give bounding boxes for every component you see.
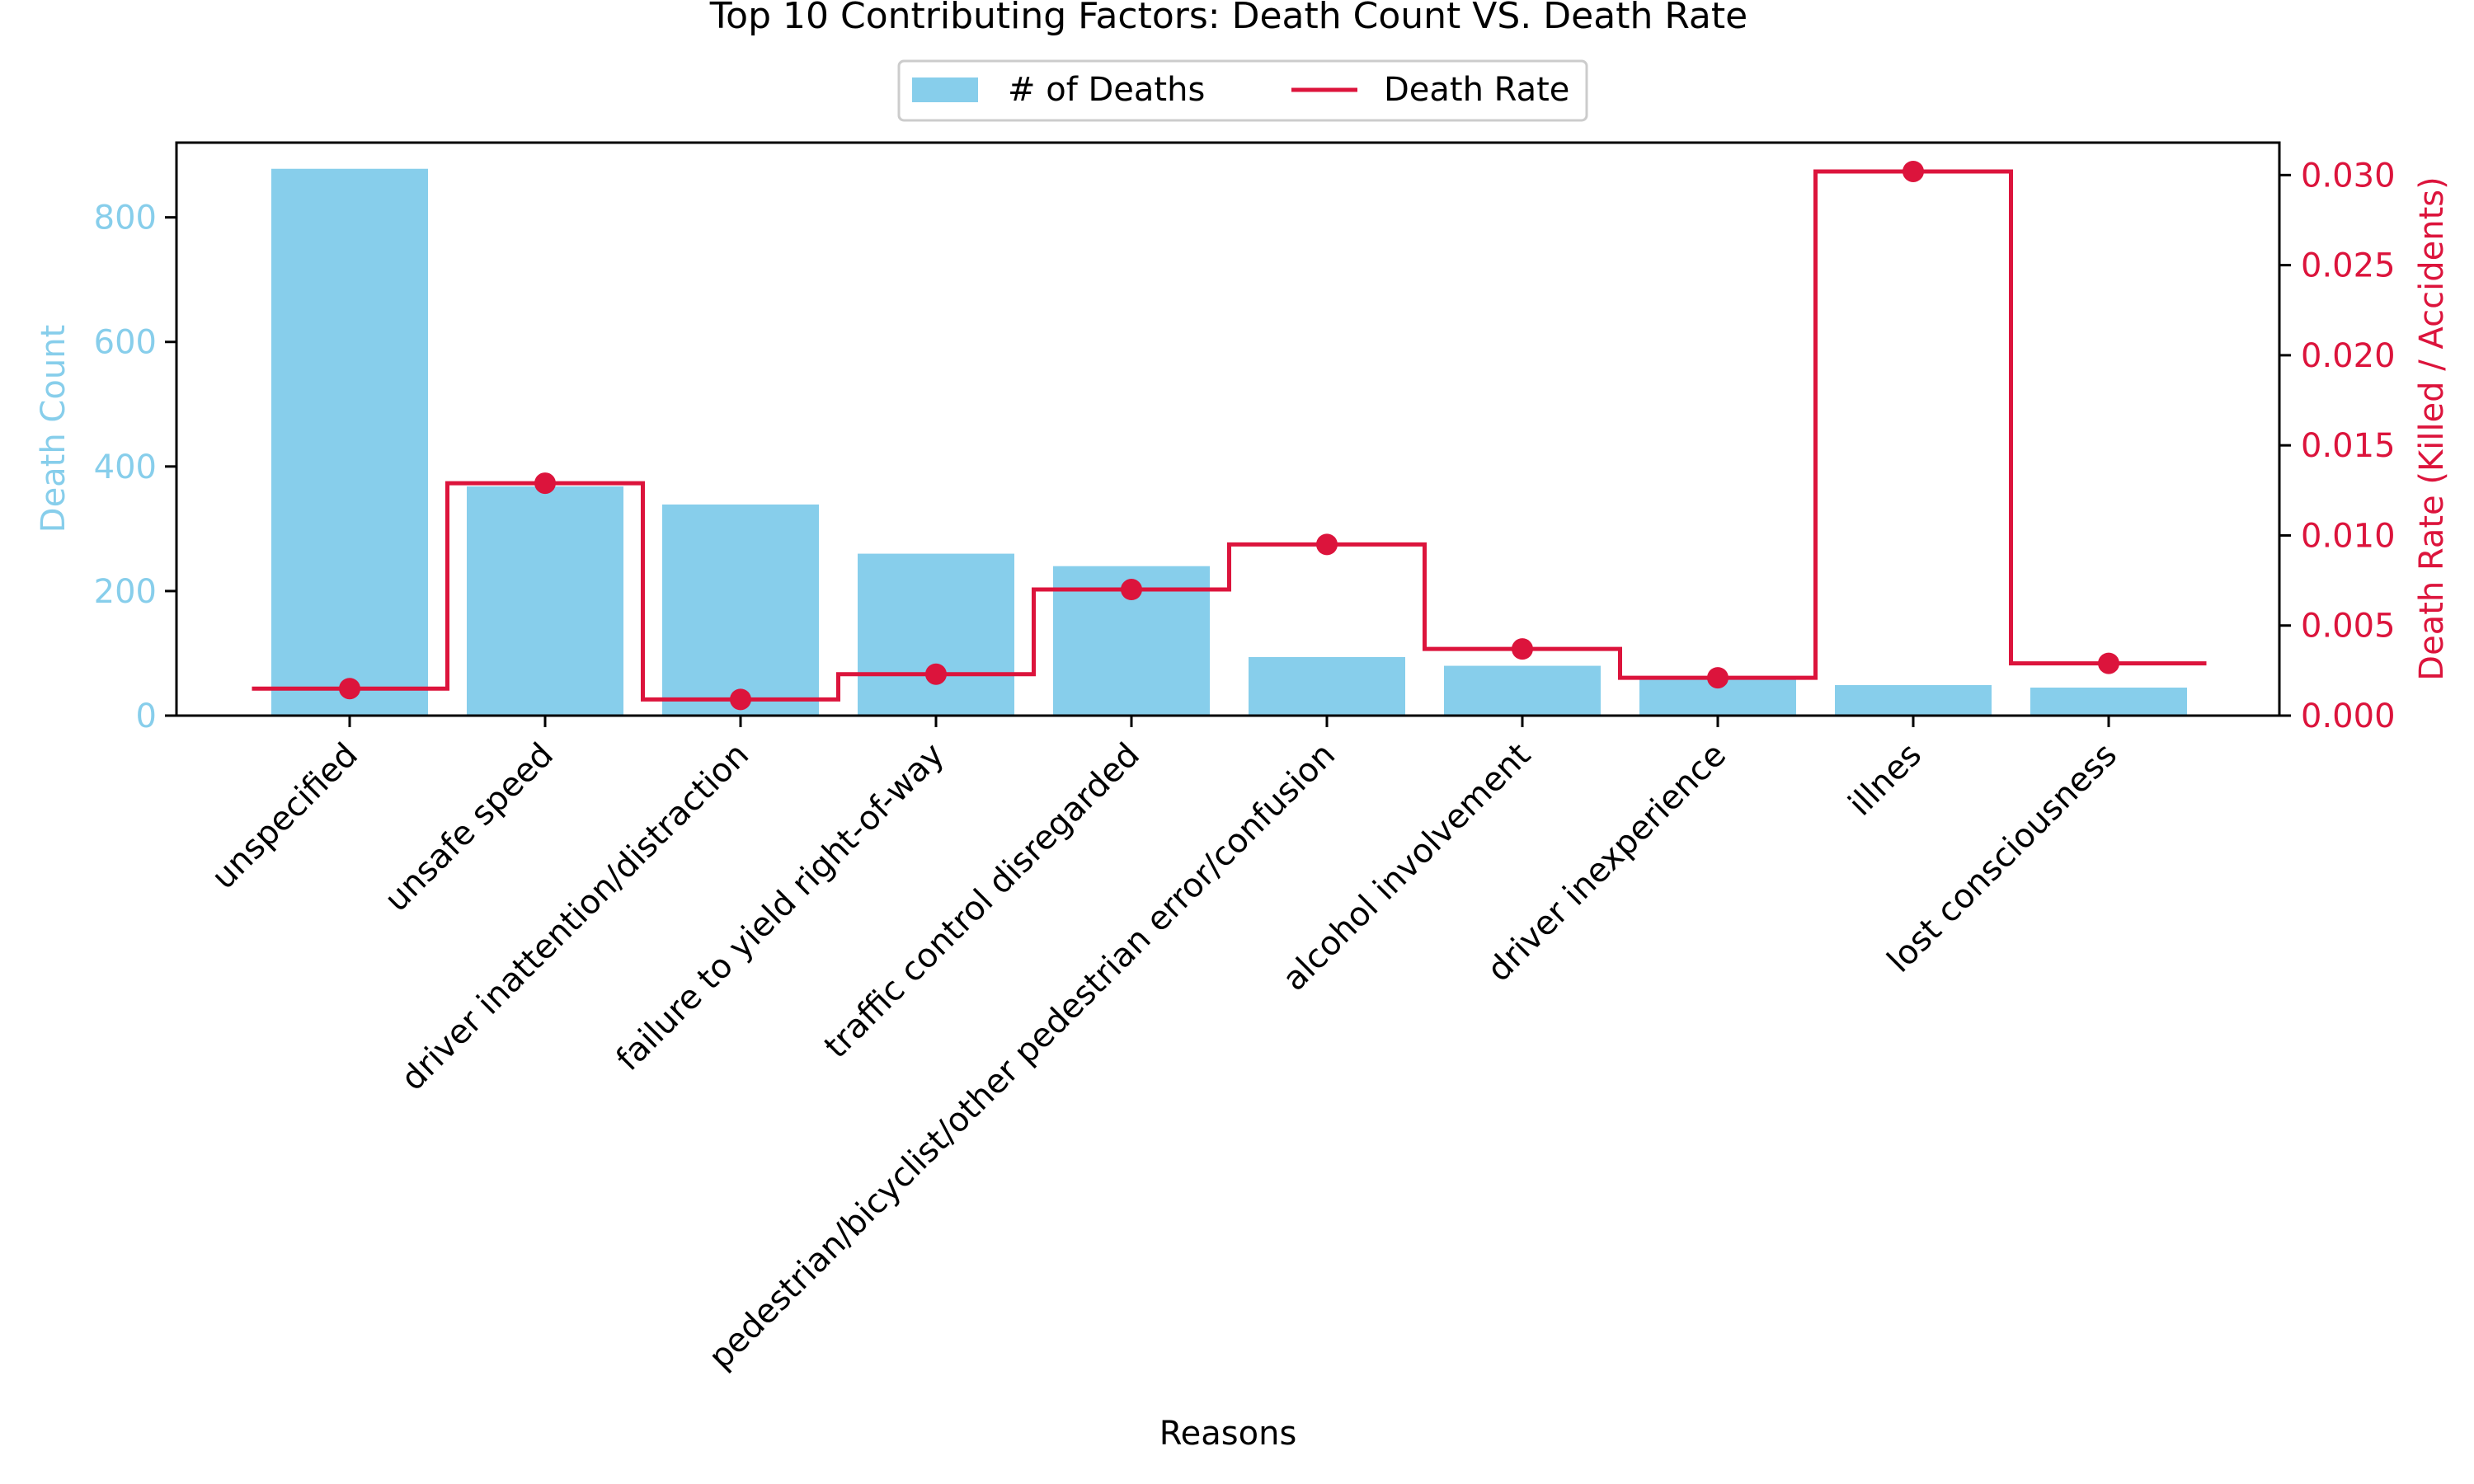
legend-label-deaths: # of Deaths xyxy=(1008,71,1205,109)
right-tick-label-6: 0.030 xyxy=(2301,157,2396,195)
bar-2 xyxy=(467,486,623,716)
right-tick-label-3: 0.015 xyxy=(2301,427,2396,465)
bar-4 xyxy=(858,553,1014,716)
rate-point-7 xyxy=(1512,638,1533,660)
left-axis: 0 200 400 600 800 xyxy=(94,200,176,735)
bar-9 xyxy=(1835,684,1992,716)
legend-swatch-deaths xyxy=(912,77,978,102)
left-tick-label-3: 600 xyxy=(94,324,157,362)
bar-1 xyxy=(271,168,428,716)
rate-point-2 xyxy=(534,472,556,495)
right-axis: 0.000 0.005 0.010 0.015 0.020 0.025 0.030 xyxy=(2279,157,2396,735)
rate-point-6 xyxy=(1316,533,1338,556)
right-tick-label-4: 0.020 xyxy=(2301,337,2396,375)
rate-point-9 xyxy=(1903,160,1924,182)
bar-10 xyxy=(2030,688,2187,716)
bar-6 xyxy=(1249,656,1405,716)
left-tick-label-4: 800 xyxy=(94,200,157,237)
rate-point-1 xyxy=(339,678,360,700)
left-tick-label-1: 200 xyxy=(94,573,157,611)
bar-7 xyxy=(1444,665,1601,716)
rate-point-10 xyxy=(2098,652,2119,674)
x-axis-label: Reasons xyxy=(1159,1415,1297,1453)
left-tick-label-0: 0 xyxy=(136,697,157,735)
right-tick-label-0: 0.000 xyxy=(2301,697,2396,735)
left-tick-label-2: 400 xyxy=(94,448,157,486)
right-axis-label: Death Rate (Killed / Accidents) xyxy=(2413,176,2451,680)
right-tick-label-1: 0.005 xyxy=(2301,608,2396,646)
legend-label-rate: Death Rate xyxy=(1384,71,1569,109)
right-tick-label-5: 0.025 xyxy=(2301,247,2396,285)
death-rate-series xyxy=(252,160,2207,711)
bars-group xyxy=(271,168,2187,716)
rate-point-5 xyxy=(1121,579,1142,601)
death-rate-step-line xyxy=(252,169,2207,702)
rate-point-8 xyxy=(1707,667,1729,689)
legend-frame xyxy=(897,59,1588,122)
rate-point-4 xyxy=(925,663,947,685)
plot-frame xyxy=(175,141,2281,717)
legend: # of Deaths Death Rate xyxy=(897,59,1588,122)
left-axis-label: Death Count xyxy=(35,325,73,533)
chart-title: Top 10 Contributing Factors: Death Count… xyxy=(709,0,1747,37)
bar-3 xyxy=(662,504,819,716)
rate-point-3 xyxy=(730,688,751,711)
right-tick-label-2: 0.010 xyxy=(2301,517,2396,555)
